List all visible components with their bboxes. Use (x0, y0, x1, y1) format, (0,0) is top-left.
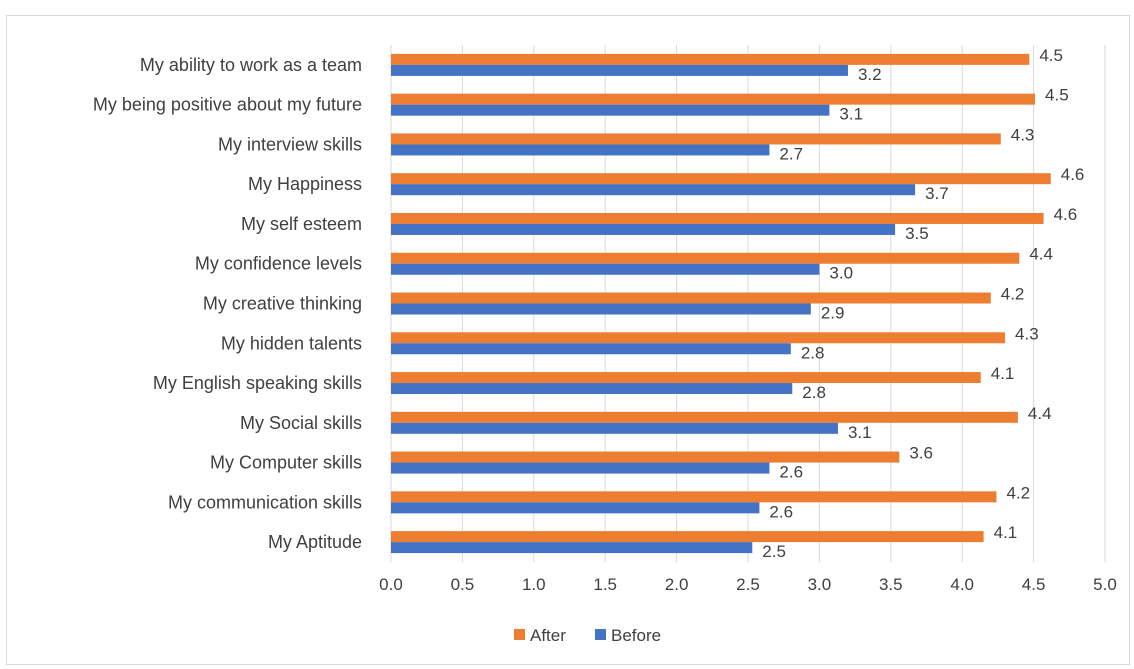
data-label-before: 3.7 (925, 184, 949, 203)
category-label: My interview skills (218, 134, 362, 154)
category-label: My hidden talents (221, 333, 362, 353)
bar-after (391, 133, 1001, 145)
data-label-after: 4.1 (994, 523, 1018, 542)
x-tick-label: 0.0 (379, 575, 403, 594)
bar-after (391, 451, 900, 463)
data-label-before: 2.9 (821, 304, 845, 323)
bar-before (391, 343, 791, 355)
data-label-after: 4.2 (1006, 483, 1030, 502)
data-label-before: 3.5 (905, 224, 929, 243)
bar-before (391, 542, 753, 554)
x-tick-label: 0.5 (451, 575, 475, 594)
category-label: My ability to work as a team (140, 55, 362, 75)
data-label-before: 3.2 (858, 65, 882, 84)
bar-after (391, 372, 981, 384)
category-label: My being positive about my future (93, 95, 362, 115)
data-label-before: 2.6 (769, 502, 793, 521)
x-tick-label: 3.5 (879, 575, 903, 594)
legend: After Before (514, 626, 661, 645)
category-label: My confidence levels (195, 254, 362, 274)
data-label-after: 4.5 (1039, 46, 1063, 65)
x-tick-label: 5.0 (1093, 575, 1117, 594)
data-label-after: 4.6 (1054, 205, 1078, 224)
bar-before (391, 184, 916, 196)
bar-before (391, 263, 820, 275)
bar-before (391, 104, 830, 116)
category-label: My communication skills (168, 492, 362, 512)
category-label: My Social skills (240, 413, 362, 433)
category-label: My Aptitude (268, 532, 362, 552)
data-label-before: 2.8 (801, 343, 825, 362)
data-label-after: 4.2 (1001, 285, 1025, 304)
data-label-after: 4.3 (1011, 125, 1035, 144)
legend-label-after: After (530, 626, 566, 645)
bar-before (391, 303, 811, 315)
category-label: My English speaking skills (153, 373, 362, 393)
x-tick-label: 3.0 (808, 575, 832, 594)
data-label-after: 4.5 (1045, 86, 1069, 105)
bar-before (391, 502, 760, 514)
bar-before (391, 383, 793, 395)
labels: 0.0 0.5 1.0 1.5 2.0 2.5 3.0 3.5 4.0 4.5 5.0 My abil… (93, 46, 1117, 594)
x-tick-label: 2.0 (665, 575, 689, 594)
category-label: My creative thinking (203, 294, 362, 314)
data-label-before: 2.6 (779, 463, 803, 482)
data-label-before: 2.5 (762, 542, 786, 561)
bar-after (391, 212, 1044, 224)
data-label-after: 4.4 (1028, 404, 1052, 423)
bars (391, 53, 1051, 554)
category-label: My Happiness (248, 174, 362, 194)
bar-after (391, 531, 984, 543)
legend-swatch-before (595, 629, 606, 640)
legend-swatch-after (514, 629, 525, 640)
bar-after (391, 173, 1051, 185)
legend-label-before: Before (611, 626, 661, 645)
data-label-before: 3.0 (829, 264, 853, 283)
bar-before (391, 462, 770, 474)
bar-before (391, 144, 770, 156)
data-label-before: 2.7 (779, 144, 803, 163)
data-label-after: 4.3 (1015, 324, 1039, 343)
bar-after (391, 53, 1030, 65)
x-tick-label: 1.5 (593, 575, 617, 594)
bar-after (391, 252, 1020, 264)
bar-before (391, 422, 838, 434)
bar-after (391, 491, 997, 503)
data-label-after: 4.6 (1061, 165, 1085, 184)
bar-after (391, 411, 1018, 423)
data-label-after: 4.1 (991, 364, 1015, 383)
data-label-before: 3.1 (848, 423, 872, 442)
bar-before (391, 64, 848, 76)
x-tick-label: 4.5 (1022, 575, 1046, 594)
data-label-after: 3.6 (909, 444, 933, 463)
bar-before (391, 223, 896, 235)
bar-after (391, 93, 1036, 105)
x-tick-label: 2.5 (736, 575, 760, 594)
data-label-after: 4.4 (1029, 245, 1053, 264)
category-label: My self esteem (241, 214, 362, 234)
x-tick-label: 1.0 (522, 575, 546, 594)
data-label-before: 3.1 (839, 105, 863, 124)
bar-after (391, 332, 1006, 344)
x-tick-label: 4.0 (950, 575, 974, 594)
category-label: My Computer skills (210, 453, 362, 473)
data-label-before: 2.8 (802, 383, 826, 402)
bar-after (391, 292, 991, 304)
